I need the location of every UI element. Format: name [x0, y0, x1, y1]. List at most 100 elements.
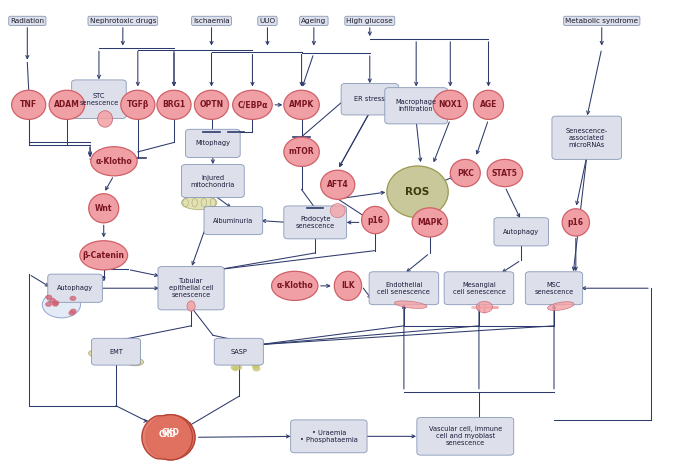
Ellipse shape	[321, 170, 355, 199]
Circle shape	[244, 357, 251, 362]
Text: ADAM: ADAM	[54, 100, 80, 109]
Ellipse shape	[450, 159, 480, 187]
Ellipse shape	[233, 90, 272, 119]
FancyBboxPatch shape	[525, 272, 583, 305]
Ellipse shape	[330, 203, 345, 218]
Text: OPTN: OPTN	[199, 100, 223, 109]
Circle shape	[246, 351, 252, 355]
Circle shape	[233, 368, 238, 371]
Circle shape	[53, 302, 58, 306]
Text: Senescence-
associated
microRNAs: Senescence- associated microRNAs	[566, 128, 608, 148]
Ellipse shape	[182, 196, 217, 210]
Ellipse shape	[146, 415, 195, 460]
Text: MSC
senescence: MSC senescence	[534, 282, 573, 295]
Text: C/EBPα: C/EBPα	[237, 100, 268, 109]
Text: PKC: PKC	[457, 168, 474, 177]
Ellipse shape	[476, 301, 493, 313]
Text: α-Klotho: α-Klotho	[96, 157, 132, 166]
Circle shape	[224, 356, 229, 359]
Circle shape	[247, 359, 253, 364]
Text: β-Catenin: β-Catenin	[83, 251, 125, 260]
Ellipse shape	[284, 90, 319, 119]
Circle shape	[42, 291, 81, 318]
Circle shape	[242, 359, 248, 362]
Ellipse shape	[97, 111, 112, 127]
Text: ILK: ILK	[341, 281, 355, 290]
FancyBboxPatch shape	[552, 116, 621, 159]
Ellipse shape	[88, 350, 105, 358]
Ellipse shape	[284, 137, 319, 166]
Text: Autophagy: Autophagy	[57, 285, 93, 291]
Ellipse shape	[433, 90, 467, 119]
Ellipse shape	[195, 90, 229, 119]
Text: TNF: TNF	[20, 100, 37, 109]
Text: MAPK: MAPK	[417, 218, 443, 227]
Ellipse shape	[562, 209, 590, 236]
Ellipse shape	[362, 206, 389, 234]
Text: Wnt: Wnt	[95, 204, 112, 213]
FancyBboxPatch shape	[182, 165, 245, 197]
Circle shape	[253, 364, 259, 368]
Text: α-Klotho: α-Klotho	[276, 281, 313, 290]
FancyBboxPatch shape	[494, 218, 549, 246]
Text: p16: p16	[367, 216, 383, 225]
Text: STAT5: STAT5	[492, 168, 518, 177]
Text: EMT: EMT	[109, 349, 123, 355]
Circle shape	[69, 311, 75, 315]
Text: ROS: ROS	[406, 187, 429, 197]
Ellipse shape	[473, 90, 503, 119]
Ellipse shape	[12, 90, 46, 119]
Ellipse shape	[90, 147, 137, 176]
FancyBboxPatch shape	[284, 206, 347, 239]
FancyBboxPatch shape	[417, 418, 514, 455]
Text: AMPK: AMPK	[289, 100, 314, 109]
Ellipse shape	[157, 90, 191, 119]
Circle shape	[53, 301, 58, 305]
Circle shape	[233, 352, 239, 356]
FancyBboxPatch shape	[214, 338, 263, 365]
FancyBboxPatch shape	[72, 80, 126, 118]
Text: UUO: UUO	[260, 18, 275, 24]
Text: p16: p16	[568, 218, 584, 227]
Circle shape	[46, 302, 51, 306]
Text: Ageing: Ageing	[301, 18, 327, 24]
Text: Autophagy: Autophagy	[503, 229, 539, 235]
Text: mTOR: mTOR	[289, 148, 314, 157]
Circle shape	[253, 362, 258, 366]
FancyBboxPatch shape	[204, 206, 262, 235]
Ellipse shape	[547, 302, 574, 310]
Circle shape	[234, 358, 242, 363]
Circle shape	[254, 361, 260, 366]
Text: Nephrotoxic drugs: Nephrotoxic drugs	[90, 18, 156, 24]
Polygon shape	[142, 415, 192, 460]
Text: NOX1: NOX1	[438, 100, 462, 109]
FancyBboxPatch shape	[385, 88, 447, 124]
Ellipse shape	[114, 356, 132, 363]
Text: Injured
mitochondria: Injured mitochondria	[190, 175, 235, 187]
Text: AFT4: AFT4	[327, 180, 349, 189]
Text: Mesangial
cell senescence: Mesangial cell senescence	[453, 282, 506, 295]
Circle shape	[223, 350, 229, 354]
Ellipse shape	[49, 90, 85, 119]
Text: AGE: AGE	[479, 100, 497, 109]
Text: Radiation: Radiation	[10, 18, 45, 24]
Ellipse shape	[187, 301, 195, 311]
FancyBboxPatch shape	[290, 420, 367, 453]
Ellipse shape	[127, 358, 144, 366]
Circle shape	[50, 298, 55, 302]
Text: BRG1: BRG1	[162, 100, 186, 109]
Text: High glucose: High glucose	[347, 18, 393, 24]
Ellipse shape	[101, 353, 118, 361]
Ellipse shape	[395, 301, 427, 308]
FancyBboxPatch shape	[444, 272, 514, 305]
Circle shape	[235, 350, 242, 356]
Text: Ischaemia: Ischaemia	[193, 18, 230, 24]
Circle shape	[70, 297, 75, 300]
Ellipse shape	[387, 166, 448, 218]
Text: Macrophage
infiltration: Macrophage infiltration	[396, 99, 437, 112]
Circle shape	[256, 351, 260, 355]
Text: ER stress: ER stress	[354, 96, 385, 102]
Text: Albuminuria: Albuminuria	[213, 218, 253, 224]
Ellipse shape	[89, 194, 119, 223]
Text: STC
senescence: STC senescence	[79, 93, 119, 105]
